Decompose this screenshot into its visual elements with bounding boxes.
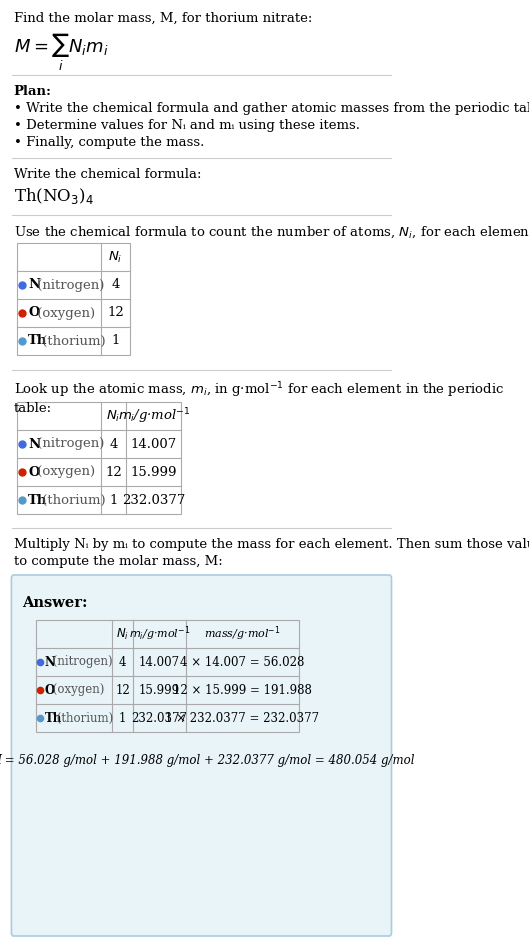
Text: 232.0377: 232.0377 [131, 711, 187, 724]
Text: Look up the atomic mass, $m_i$, in g·mol$^{-1}$ for each element in the periodic: Look up the atomic mass, $m_i$, in g·mol… [14, 380, 504, 414]
Text: Th: Th [28, 334, 48, 348]
Text: Use the chemical formula to count the number of atoms, $N_i$, for each element:: Use the chemical formula to count the nu… [14, 225, 529, 240]
Text: 12: 12 [105, 465, 122, 479]
Text: O: O [28, 465, 40, 479]
Text: to compute the molar mass, M:: to compute the molar mass, M: [14, 555, 222, 568]
Text: Th: Th [28, 494, 48, 507]
Text: • Finally, compute the mass.: • Finally, compute the mass. [14, 136, 204, 149]
Text: 4: 4 [119, 656, 126, 669]
Text: Write the chemical formula:: Write the chemical formula: [14, 168, 201, 181]
Text: (nitrogen): (nitrogen) [33, 437, 104, 450]
Text: N: N [28, 279, 40, 291]
Text: 12: 12 [107, 306, 124, 319]
Text: N: N [28, 437, 40, 450]
Bar [16, 402, 181, 514]
Text: 14.007: 14.007 [131, 437, 177, 450]
Text: 4 × 14.007 = 56.028: 4 × 14.007 = 56.028 [180, 656, 305, 669]
Text: 4: 4 [110, 437, 118, 450]
Text: N: N [44, 656, 55, 669]
Text: mass/g·mol$^{-1}$: mass/g·mol$^{-1}$ [204, 625, 281, 643]
Text: 15.999: 15.999 [139, 684, 180, 696]
FancyBboxPatch shape [12, 575, 391, 936]
Text: 1: 1 [111, 334, 120, 348]
Text: $N_i$: $N_i$ [116, 626, 129, 642]
Text: 14.007: 14.007 [139, 656, 180, 669]
Text: 12: 12 [115, 684, 130, 696]
Text: $M = \sum_i N_i m_i$: $M = \sum_i N_i m_i$ [14, 32, 108, 73]
Text: $m_i$/g·mol$^{-1}$: $m_i$/g·mol$^{-1}$ [129, 625, 190, 643]
Text: • Determine values for Nᵢ and mᵢ using these items.: • Determine values for Nᵢ and mᵢ using t… [14, 119, 360, 132]
Text: Multiply Nᵢ by mᵢ to compute the mass for each element. Then sum those values: Multiply Nᵢ by mᵢ to compute the mass fo… [14, 538, 529, 551]
Text: 15.999: 15.999 [131, 465, 177, 479]
Text: $m_i$/g·mol$^{-1}$: $m_i$/g·mol$^{-1}$ [117, 406, 190, 426]
Text: • Write the chemical formula and gather atomic masses from the periodic table.: • Write the chemical formula and gather … [14, 102, 529, 115]
Text: 12 × 15.999 = 191.988: 12 × 15.999 = 191.988 [173, 684, 312, 696]
Text: 1: 1 [110, 494, 118, 507]
Text: M = 56.028 g/mol + 191.988 g/mol + 232.0377 g/mol = 480.054 g/mol: M = 56.028 g/mol + 191.988 g/mol + 232.0… [0, 754, 414, 767]
Text: $N_i$: $N_i$ [106, 409, 121, 424]
Text: Plan:: Plan: [14, 85, 52, 98]
Text: Answer:: Answer: [22, 596, 88, 610]
Text: 232.0377: 232.0377 [122, 494, 186, 507]
Text: Find the molar mass, M, for thorium nitrate:: Find the molar mass, M, for thorium nitr… [14, 12, 312, 25]
Text: (oxygen): (oxygen) [33, 306, 95, 319]
Text: Th(NO$_3$)$_4$: Th(NO$_3$)$_4$ [14, 186, 94, 206]
Text: 1: 1 [119, 711, 126, 724]
Bar [16, 243, 130, 355]
Text: 4: 4 [111, 279, 120, 291]
Text: (nitrogen): (nitrogen) [33, 279, 104, 291]
Text: (thorium): (thorium) [38, 494, 105, 507]
Text: (nitrogen): (nitrogen) [49, 656, 112, 669]
Text: $N_i$: $N_i$ [108, 250, 123, 265]
Text: (thorium): (thorium) [53, 711, 113, 724]
Text: (oxygen): (oxygen) [49, 684, 104, 696]
Text: O: O [28, 306, 40, 319]
Text: 1 × 232.0377 = 232.0377: 1 × 232.0377 = 232.0377 [166, 711, 320, 724]
Text: Th: Th [44, 711, 61, 724]
Text: (oxygen): (oxygen) [33, 465, 95, 479]
Text: O: O [44, 684, 54, 696]
Bar [35, 620, 299, 732]
Text: (thorium): (thorium) [38, 334, 105, 348]
